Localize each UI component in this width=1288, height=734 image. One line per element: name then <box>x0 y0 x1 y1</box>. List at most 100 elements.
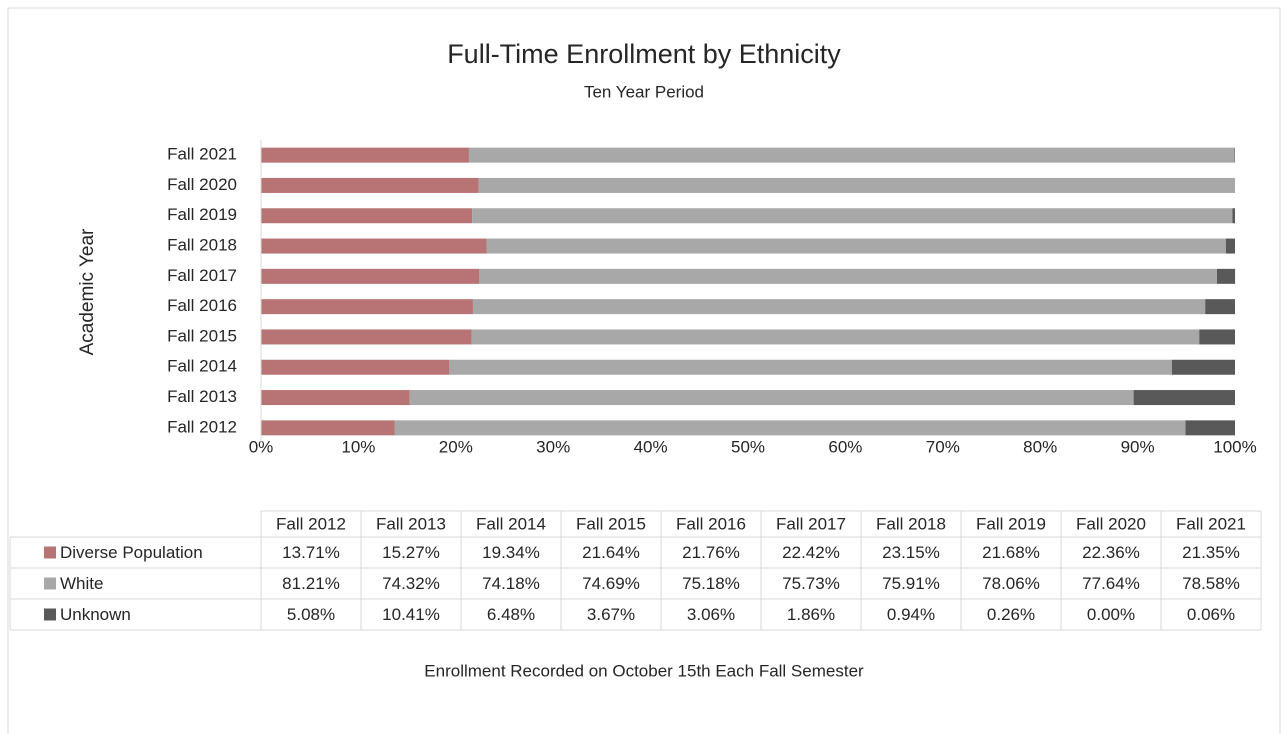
bar-segment <box>261 329 472 345</box>
bar-segment <box>472 299 1206 315</box>
table-cell: 5.08% <box>287 605 335 624</box>
chart-border <box>7 7 1281 734</box>
bar-segment <box>479 268 1217 284</box>
bar-segment <box>409 390 1134 406</box>
table-cell: 81.21% <box>282 574 340 593</box>
x-tick-label: 70% <box>926 437 960 456</box>
table-cell: 23.15% <box>882 543 940 562</box>
y-tick-label: Fall 2015 <box>167 326 237 345</box>
bar-segment <box>1234 147 1235 163</box>
table-cell: 22.42% <box>782 543 840 562</box>
table-header: Fall 2020 <box>1076 514 1146 533</box>
y-axis-label: Academic Year <box>77 228 98 355</box>
chart-subtitle: Ten Year Period <box>584 82 704 101</box>
bar-segment <box>1225 238 1235 254</box>
bar-segment <box>261 420 395 436</box>
table-header: Fall 2012 <box>276 514 346 533</box>
table-cell: 21.64% <box>582 543 640 562</box>
table-header: Fall 2015 <box>576 514 646 533</box>
bar-segment <box>1185 420 1235 436</box>
bar-segment <box>486 238 1226 254</box>
table-cell: 10.41% <box>382 605 440 624</box>
table-header: Fall 2017 <box>776 514 846 533</box>
table-cell: 21.35% <box>1182 543 1240 562</box>
y-tick-label: Fall 2021 <box>167 145 237 164</box>
table-header: Fall 2014 <box>476 514 546 533</box>
table-cell: 21.68% <box>982 543 1040 562</box>
y-tick-label: Fall 2013 <box>167 387 237 406</box>
table-cell: 74.18% <box>482 574 540 593</box>
bar-segment <box>478 177 1236 193</box>
table-cell: 0.26% <box>987 605 1035 624</box>
table-cell: 77.64% <box>1082 574 1140 593</box>
y-tick-label: Fall 2014 <box>167 357 237 376</box>
table-header: Fall 2018 <box>876 514 946 533</box>
bar-segment <box>1216 268 1236 284</box>
bar-segment <box>261 147 469 163</box>
x-tick-label: 90% <box>1121 437 1155 456</box>
legend-label: White <box>60 574 103 593</box>
legend-key <box>44 577 56 590</box>
table-cell: 13.71% <box>282 543 340 562</box>
table-cell: 75.73% <box>782 574 840 593</box>
table-cell: 78.06% <box>982 574 1040 593</box>
y-tick-label: Fall 2012 <box>167 417 237 436</box>
x-tick-label: 100% <box>1213 437 1256 456</box>
bar-segment <box>261 299 473 315</box>
table-cell: 15.27% <box>382 543 440 562</box>
table-cell: 75.18% <box>682 574 740 593</box>
table-header: Fall 2013 <box>376 514 446 533</box>
table-cell: 6.48% <box>487 605 535 624</box>
bar-segment <box>261 268 480 284</box>
table-header: Fall 2016 <box>676 514 746 533</box>
bar-segment <box>1199 329 1235 345</box>
legend-label: Unknown <box>60 605 131 624</box>
footer: Enrollment Recorded on October 15th Each… <box>424 661 864 680</box>
table-cell: 74.32% <box>382 574 440 593</box>
y-tick-label: Fall 2018 <box>167 236 237 255</box>
y-tick-label: Fall 2020 <box>167 175 237 194</box>
y-tick-label: Fall 2016 <box>167 296 237 315</box>
x-tick-label: 40% <box>634 437 668 456</box>
bar-segment <box>261 359 450 375</box>
y-tick-label: Fall 2017 <box>167 266 237 285</box>
table-header: Fall 2021 <box>1176 514 1246 533</box>
table-cell: 3.06% <box>687 605 735 624</box>
bar-segment <box>1133 390 1235 406</box>
y-tick-label: Fall 2019 <box>167 205 237 224</box>
bar-segment <box>1205 299 1235 315</box>
legend-key <box>44 546 56 559</box>
x-tick-label: 50% <box>731 437 765 456</box>
bar-segment <box>1171 359 1235 375</box>
x-tick-label: 60% <box>828 437 862 456</box>
x-tick-label: 30% <box>536 437 570 456</box>
legend-key <box>44 608 56 621</box>
table-cell: 74.69% <box>582 574 640 593</box>
chart-title: Full-Time Enrollment by Ethnicity <box>447 39 841 69</box>
table-cell: 78.58% <box>1182 574 1240 593</box>
x-tick-label: 80% <box>1023 437 1057 456</box>
table-cell: 1.86% <box>787 605 835 624</box>
table-cell: 0.94% <box>887 605 935 624</box>
bar-segment <box>471 329 1200 345</box>
legend-label: Diverse Population <box>60 543 203 562</box>
table-header: Fall 2019 <box>976 514 1046 533</box>
bar-segment <box>449 359 1172 375</box>
table-cell: 19.34% <box>482 543 540 562</box>
bar-segment <box>1232 208 1235 224</box>
table-cell: 0.06% <box>1187 605 1235 624</box>
table-cell: 0.00% <box>1087 605 1135 624</box>
table-cell: 75.91% <box>882 574 940 593</box>
table-cell: 21.76% <box>682 543 740 562</box>
x-tick-label: 20% <box>439 437 473 456</box>
bar-segment <box>261 177 479 193</box>
bar-segment <box>261 390 410 406</box>
bar-segment <box>472 208 1233 224</box>
bar-segment <box>468 147 1235 163</box>
x-tick-label: 10% <box>341 437 375 456</box>
table-cell: 3.67% <box>587 605 635 624</box>
x-tick-label: 0% <box>249 437 274 456</box>
table-cell: 22.36% <box>1082 543 1140 562</box>
bar-segment <box>261 238 487 254</box>
